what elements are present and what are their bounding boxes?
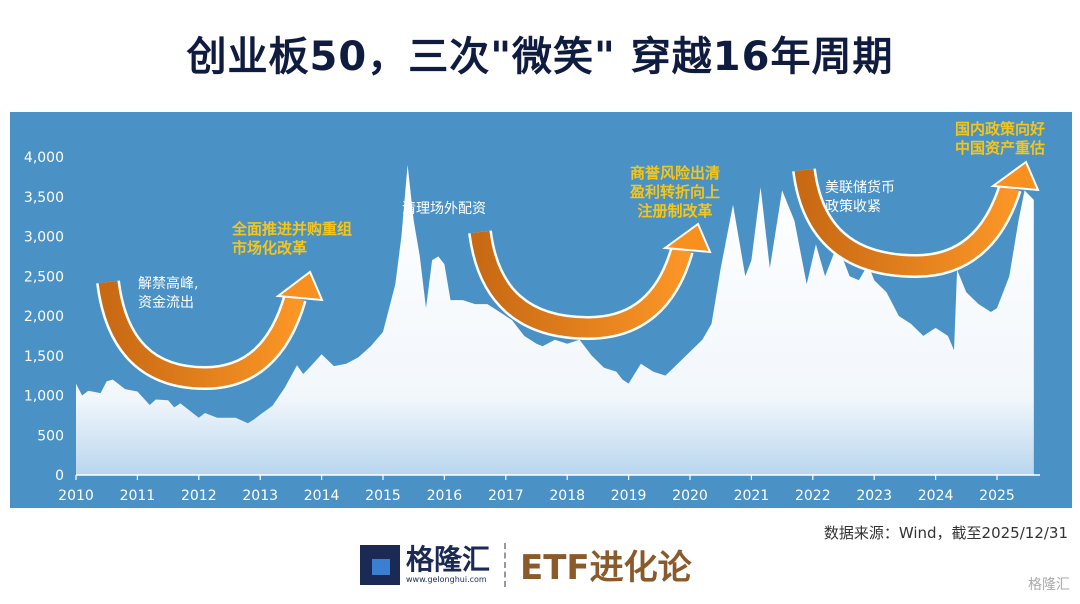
divider — [504, 542, 507, 587]
smile-arrow — [794, 168, 1020, 276]
data-source: 数据来源：Wind，截至2025/12/31 — [823, 524, 1068, 542]
y-tick-label: 3,000 — [24, 230, 64, 246]
annotation-text: 中国资产重估 — [955, 139, 1045, 157]
annotation-text: 美联储货币 — [825, 179, 895, 196]
x-tick-label: 2010 — [58, 488, 94, 504]
x-tick-label: 2012 — [181, 488, 217, 504]
x-tick-label: 2025 — [979, 488, 1015, 504]
x-tick-label: 2023 — [856, 488, 892, 504]
index-area — [76, 164, 1034, 475]
gelonghui-logo: 格隆汇 www.gelonghui.com ETF进化论 — [360, 540, 692, 589]
x-tick-label: 2018 — [549, 488, 585, 504]
watermark: 格隆汇 — [1028, 577, 1070, 593]
page-title: 创业板50，三次"微笑" 穿越16年周期 — [186, 34, 894, 80]
x-tick-label: 2011 — [120, 488, 156, 504]
annotation-text: 注册制改革 — [637, 202, 712, 220]
y-tick-label: 4,000 — [24, 150, 64, 166]
y-tick-label: 500 — [37, 428, 64, 444]
y-tick-label: 0 — [55, 468, 64, 484]
gelonghui-logo-icon — [360, 544, 400, 585]
brand-name: 格隆汇 — [406, 543, 491, 576]
x-tick-label: 2016 — [427, 488, 463, 504]
arrow-head-icon — [662, 222, 712, 254]
x-tick-label: 2019 — [611, 488, 647, 504]
y-tick-label: 3,500 — [24, 190, 64, 206]
annotation-text: 商誉风险出清 — [630, 164, 720, 182]
x-tick-label: 2022 — [795, 488, 831, 504]
x-tick-label: 2021 — [734, 488, 770, 504]
annotation-text: 全面推进并购重组 — [231, 220, 352, 238]
y-tick-label: 2,500 — [24, 269, 64, 285]
annotation-text: 国内政策向好 — [955, 120, 1045, 138]
arrow-head-icon — [275, 270, 324, 302]
x-tick-label: 2024 — [918, 488, 954, 504]
brand-url: www.gelonghui.com — [406, 575, 487, 584]
x-tick-label: 2015 — [365, 488, 401, 504]
column-name: ETF进化论 — [520, 548, 692, 588]
x-tick-label: 2020 — [672, 488, 708, 504]
arrow-head-icon — [990, 160, 1040, 192]
annotation-text: 盈利转折向上 — [629, 183, 720, 201]
y-tick-label: 1,500 — [24, 349, 64, 365]
annotation-text: 资金流出 — [138, 295, 194, 311]
y-tick-label: 1,000 — [24, 389, 64, 405]
smile-arrow — [98, 280, 305, 388]
chart: 2010 2011 2012 2013 2014 2015 2016 2017 2018 2019… — [24, 120, 1045, 504]
x-tick-label: 2014 — [304, 488, 340, 504]
x-tick-label: 2017 — [488, 488, 524, 504]
annotation-text: 解禁高峰, — [138, 275, 198, 292]
annotation-text: 政策收紧 — [825, 198, 881, 215]
y-tick-label: 2,000 — [24, 309, 64, 325]
chart-panel: 2010 2011 2012 2013 2014 2015 2016 2017 2018 2019… — [10, 112, 1072, 508]
x-tick-label: 2013 — [242, 488, 278, 504]
annotation-text: 清理场外配资 — [402, 201, 486, 217]
smile-arrow — [470, 230, 692, 338]
annotation-text: 市场化改革 — [232, 239, 307, 257]
